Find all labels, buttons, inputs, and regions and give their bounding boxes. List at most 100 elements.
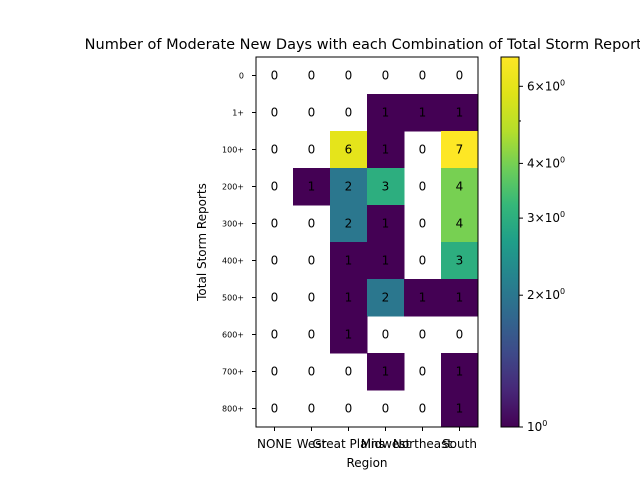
cell-value-label: 0 xyxy=(271,69,279,83)
colorbar-tick-label: 4×100 xyxy=(527,155,565,170)
cell-value-label: 0 xyxy=(382,69,390,83)
colorbar xyxy=(500,56,520,428)
cell-value-label: 0 xyxy=(308,254,316,268)
heatmap-cell xyxy=(367,131,405,169)
x-tick-label: Northeast xyxy=(393,437,453,451)
heatmap-cell-labels: 0 0 0 0 0 0 0 0 0 1 1 1 0 0 6 1 0 7 0 1 2 3 0 4 0 0 2 1 0 4 0 0 1 1 0 3 0 0 1 2… xyxy=(271,69,464,416)
x-axis-label: Region xyxy=(346,456,387,470)
cell-value-label: 2 xyxy=(345,217,353,231)
cell-value-label: 6 xyxy=(345,143,353,157)
cell-value-label: 1 xyxy=(382,217,390,231)
cell-value-label: 0 xyxy=(308,402,316,416)
cell-value-label: 0 xyxy=(345,402,353,416)
heatmap-cell xyxy=(367,279,405,317)
cell-value-label: 0 xyxy=(419,365,427,379)
cell-value-label: 1 xyxy=(456,402,464,416)
heatmap-cell xyxy=(441,242,479,280)
heatmap-cell xyxy=(441,168,479,206)
cell-value-label: 0 xyxy=(271,143,279,157)
cell-value-label: 0 xyxy=(308,106,316,120)
cell-value-label: 1 xyxy=(382,106,390,120)
cell-value-label: 1 xyxy=(345,254,353,268)
heatmap-cell xyxy=(404,94,442,132)
cell-value-label: 1 xyxy=(308,180,316,194)
chart-title: Number of Moderate New Days with each Co… xyxy=(85,37,640,53)
heatmap-cell xyxy=(330,205,368,243)
cell-value-label: 0 xyxy=(419,254,427,268)
cell-value-label: 0 xyxy=(382,402,390,416)
x-tick-label: Midwest xyxy=(361,437,411,451)
cell-value-label: 1 xyxy=(456,291,464,305)
y-tick-label: 300+ xyxy=(222,220,244,229)
y-tick-label: 500+ xyxy=(222,294,244,303)
cell-value-label: 0 xyxy=(419,180,427,194)
heatmap-cell xyxy=(367,242,405,280)
cell-value-label: 0 xyxy=(345,69,353,83)
cell-value-label: 0 xyxy=(308,328,316,342)
cell-value-label: 3 xyxy=(456,254,464,268)
cell-value-label: 0 xyxy=(308,217,316,231)
cell-value-label: 1 xyxy=(345,291,353,305)
y-tick-label: 700+ xyxy=(222,368,244,377)
cell-value-label: 0 xyxy=(419,143,427,157)
cell-value-label: 0 xyxy=(308,365,316,379)
heatmap-cell xyxy=(293,168,331,206)
cell-value-label: 3 xyxy=(382,180,390,194)
cell-value-label: 1 xyxy=(419,106,427,120)
colorbar-tick-label: 3×100 xyxy=(527,210,565,225)
y-tick-label: 600+ xyxy=(222,331,244,340)
cell-value-label: 4 xyxy=(456,217,464,231)
y-tick-label: 200+ xyxy=(222,183,244,192)
heatmap-cell xyxy=(441,205,479,243)
cell-value-label: 0 xyxy=(456,69,464,83)
cell-value-label: 0 xyxy=(271,402,279,416)
cell-value-label: 0 xyxy=(382,328,390,342)
y-tick-label: 0 xyxy=(239,72,244,81)
heatmap-cell xyxy=(441,131,479,169)
cell-value-label: 0 xyxy=(271,106,279,120)
x-tick-label: NONE xyxy=(257,437,292,451)
cell-value-label: 0 xyxy=(419,69,427,83)
y-axis: 0 1+ 100+ 200+ 300+ 400+ 500+ 600+ 700+ 800+ xyxy=(222,72,256,414)
cell-value-label: 4 xyxy=(456,180,464,194)
heatmap-cell xyxy=(367,94,405,132)
cell-value-label: 0 xyxy=(308,143,316,157)
cell-value-label: 0 xyxy=(271,217,279,231)
colorbar-tick-label: 6×100 xyxy=(527,78,565,93)
colorbar-ticks: 100 2×100 3×100 4×100 6×100 xyxy=(519,78,565,434)
heatmap-cell xyxy=(330,316,368,354)
cell-value-label: 1 xyxy=(419,291,427,305)
heatmap-cell xyxy=(441,390,479,428)
cell-value-label: 0 xyxy=(345,106,353,120)
cell-value-label: 1 xyxy=(382,365,390,379)
heatmap-cell xyxy=(404,279,442,317)
cell-value-label: 0 xyxy=(308,69,316,83)
cell-value-label: 1 xyxy=(456,106,464,120)
cell-value-label: 2 xyxy=(345,180,353,194)
y-tick-label: 100+ xyxy=(222,146,244,155)
cell-value-label: 0 xyxy=(271,180,279,194)
cell-value-label: 0 xyxy=(271,328,279,342)
y-tick-label: 1+ xyxy=(232,109,244,118)
cell-value-label: 0 xyxy=(271,365,279,379)
x-tick-label: South xyxy=(442,437,477,451)
y-tick-label: 400+ xyxy=(222,257,244,266)
heatmap-cell xyxy=(367,205,405,243)
cell-value-label: 1 xyxy=(382,143,390,157)
x-tick-label: Great Plains xyxy=(312,437,384,451)
cell-value-label: 0 xyxy=(308,291,316,305)
cell-value-label: 1 xyxy=(345,328,353,342)
cell-value-label: 0 xyxy=(419,328,427,342)
y-tick-label: 800+ xyxy=(222,405,244,414)
heatmap-cell xyxy=(441,279,479,317)
heatmap-cells xyxy=(293,94,479,428)
cell-value-label: 0 xyxy=(345,365,353,379)
heatmap-cell xyxy=(330,168,368,206)
cell-value-label: 7 xyxy=(456,143,464,157)
heatmap-cell xyxy=(441,353,479,391)
cell-value-label: 0 xyxy=(419,402,427,416)
colorbar-tick-label: 100 xyxy=(527,419,547,434)
heatmap-cell xyxy=(330,131,368,169)
